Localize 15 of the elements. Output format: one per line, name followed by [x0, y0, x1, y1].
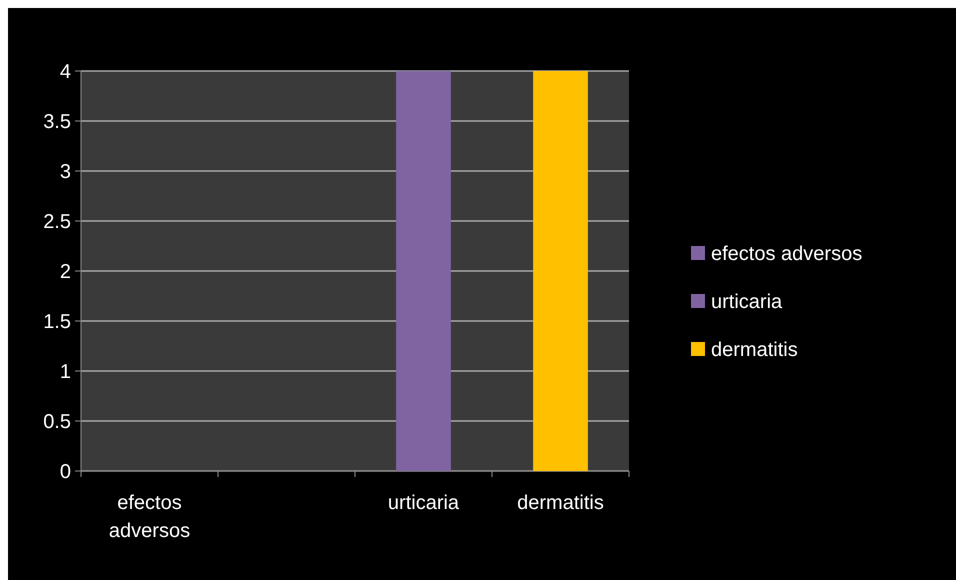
x-tick-label: efectos adversos — [108, 492, 190, 542]
y-tick-label: 2 — [60, 261, 71, 283]
legend-label: urticaria — [711, 291, 784, 313]
x-tick-label: dermatitis — [517, 492, 604, 514]
y-tick-label: 2.5 — [43, 211, 71, 233]
legend-label: dermatitis — [711, 339, 798, 361]
y-tick-label: 1.5 — [43, 311, 71, 333]
y-tick-label: 0.5 — [43, 411, 71, 433]
y-tick-label: 3 — [60, 161, 71, 183]
legend-label: efectos adversos — [711, 243, 862, 265]
y-tick-label: 4 — [60, 61, 71, 83]
x-tick-label: urticaria — [388, 492, 460, 514]
y-tick-label: 0 — [60, 461, 71, 483]
y-tick-label: 1 — [60, 361, 71, 383]
y-tick-label: 3.5 — [43, 111, 71, 133]
